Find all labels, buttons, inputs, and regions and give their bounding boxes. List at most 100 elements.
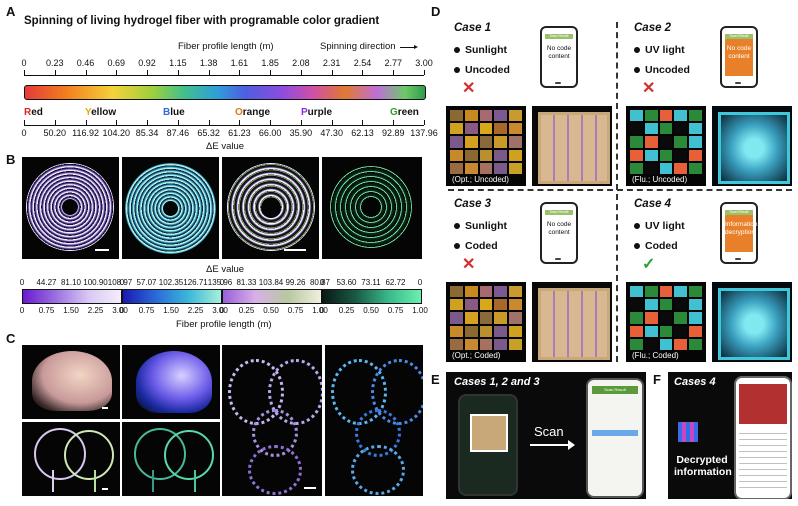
delta-e-tick-label: 66.00 — [258, 128, 282, 138]
bullet-dot-icon — [634, 243, 640, 250]
grid-cell — [479, 136, 493, 148]
colorbar-4 — [322, 289, 422, 304]
phone-home-button-icon — [735, 258, 741, 260]
length-tick-label: 0.50 — [363, 306, 379, 315]
delta-e-tick-label: 103.84 — [258, 278, 284, 287]
case-light-text: Sunlight — [465, 44, 507, 56]
grid-cell — [630, 299, 643, 311]
length-tick-label: 2.54 — [353, 58, 372, 68]
quadrant-divider-horizontal — [448, 189, 792, 191]
delta-e-tick-label: 108.97 — [107, 278, 133, 287]
spinning-direction-label: Spinning direction — [320, 41, 396, 52]
length-tick-mark — [424, 70, 425, 75]
spiral-image-1 — [22, 157, 119, 259]
colorbar-1 — [22, 289, 122, 304]
grid-cell — [630, 286, 643, 298]
grid-cell — [659, 110, 673, 122]
length-tick-label: 0.25 — [338, 306, 355, 315]
color-name-3: Blue — [163, 107, 185, 118]
length-tick-mark — [270, 70, 272, 75]
decrypted-grid-icon — [678, 422, 698, 442]
grid-cell — [494, 149, 508, 161]
delta-e-tick-label: 104.20 — [102, 128, 131, 138]
bullet-dot-icon — [634, 67, 640, 74]
fiber-grid-photo — [712, 106, 792, 186]
grid-cell — [450, 149, 463, 161]
grid-cell — [659, 325, 673, 337]
case-quadrant-2: Case 2 UV light Uncoded ✕ Scan Result No code… — [626, 22, 796, 187]
delta-e-tick-mark — [24, 120, 25, 125]
fiber-photo-bright-2 — [22, 422, 120, 496]
grid-cell — [644, 136, 658, 148]
bullet-dot-icon — [454, 67, 460, 74]
grid-cell — [509, 312, 522, 324]
length-tick-mark — [208, 70, 210, 75]
fiber-grid-weave — [718, 112, 790, 184]
length-tick-mark — [331, 70, 333, 75]
grid-cell — [464, 110, 478, 122]
grid-cell — [659, 338, 673, 350]
phone-icon: Scan Result No code content — [540, 202, 578, 264]
grid-cell — [689, 149, 702, 161]
delta-e-tick-label: 73.11 — [361, 278, 381, 287]
decrypted-information-label: Decrypted information — [674, 454, 732, 478]
delta-e-tick-label: 61.23 — [228, 128, 251, 138]
length-tick-mark — [300, 70, 302, 75]
grid-cell — [674, 149, 688, 161]
delta-e-tick-label: 50.20 — [43, 128, 67, 138]
grid-cell — [494, 110, 508, 122]
grid-cell — [464, 338, 478, 350]
color-initial: O — [235, 107, 243, 118]
encoded-grid-image: (Opt.; Coded) — [446, 282, 526, 362]
color-name-4: Orange — [235, 107, 270, 118]
grid-cell — [464, 136, 478, 148]
fiber-grid-photo — [712, 282, 792, 362]
delta-e-tick-label: 53.60 — [336, 278, 357, 287]
panel-d-letter: D — [431, 4, 441, 19]
phone-icon: Scan Result No code content — [720, 26, 758, 88]
grid-cell — [509, 110, 522, 122]
phone-screen-text: No code content — [546, 221, 572, 236]
grid-cell — [509, 123, 522, 135]
grid-cell — [494, 123, 508, 135]
case-quadrant-4: Case 4 UV light Coded ✓ Scan Result Informati… — [626, 198, 796, 363]
grid-cell — [630, 110, 643, 122]
panel-c-letter: C — [6, 331, 16, 346]
color-initial: G — [390, 107, 398, 118]
grid-cell — [464, 162, 478, 174]
grid-cell — [674, 110, 688, 122]
case-title: Case 3 — [454, 198, 492, 210]
grid-cell — [494, 162, 508, 174]
grid-cell — [464, 286, 478, 298]
fiber-photo-bright-1 — [22, 345, 120, 419]
panel-b-letter: B — [6, 152, 16, 167]
grid-cell — [509, 338, 522, 350]
delta-e-tick-label: 92.89 — [381, 128, 405, 138]
grid-cell — [494, 338, 508, 350]
delta-e-tick-label: 87.46 — [166, 128, 190, 138]
length-tick-label: 0.75 — [287, 306, 304, 315]
delta-e-tick-label: 81.33 — [236, 278, 257, 287]
colorbar-3 — [222, 289, 322, 304]
length-tick-mark — [116, 70, 118, 75]
delta-e-tick-label: 116.92 — [72, 128, 99, 138]
grid-cell — [450, 123, 463, 135]
case-light-condition: Sunlight — [454, 44, 507, 56]
delta-e-tick-mark — [300, 120, 302, 125]
length-tick-label: 0.92 — [138, 58, 156, 68]
length-tick-label: 1.85 — [261, 58, 279, 68]
length-tick-label: 0.25 — [238, 306, 255, 315]
panel-e-letter: E — [431, 372, 440, 387]
case-light-text: UV light — [645, 220, 685, 232]
scan-label: Scan — [534, 424, 564, 439]
length-tick-label: 0 — [319, 306, 325, 315]
panel-f-title: Cases 4 — [674, 376, 716, 388]
delta-e-tick-mark — [393, 120, 395, 125]
delta-e-tick-label: 0 — [119, 278, 125, 287]
length-tick-label: 0 — [119, 306, 125, 315]
grid-cell — [689, 325, 702, 337]
grid-cell — [644, 286, 658, 298]
length-tick-label: 0.69 — [107, 58, 126, 68]
grid-cell — [509, 286, 522, 298]
grid-cell — [479, 338, 493, 350]
